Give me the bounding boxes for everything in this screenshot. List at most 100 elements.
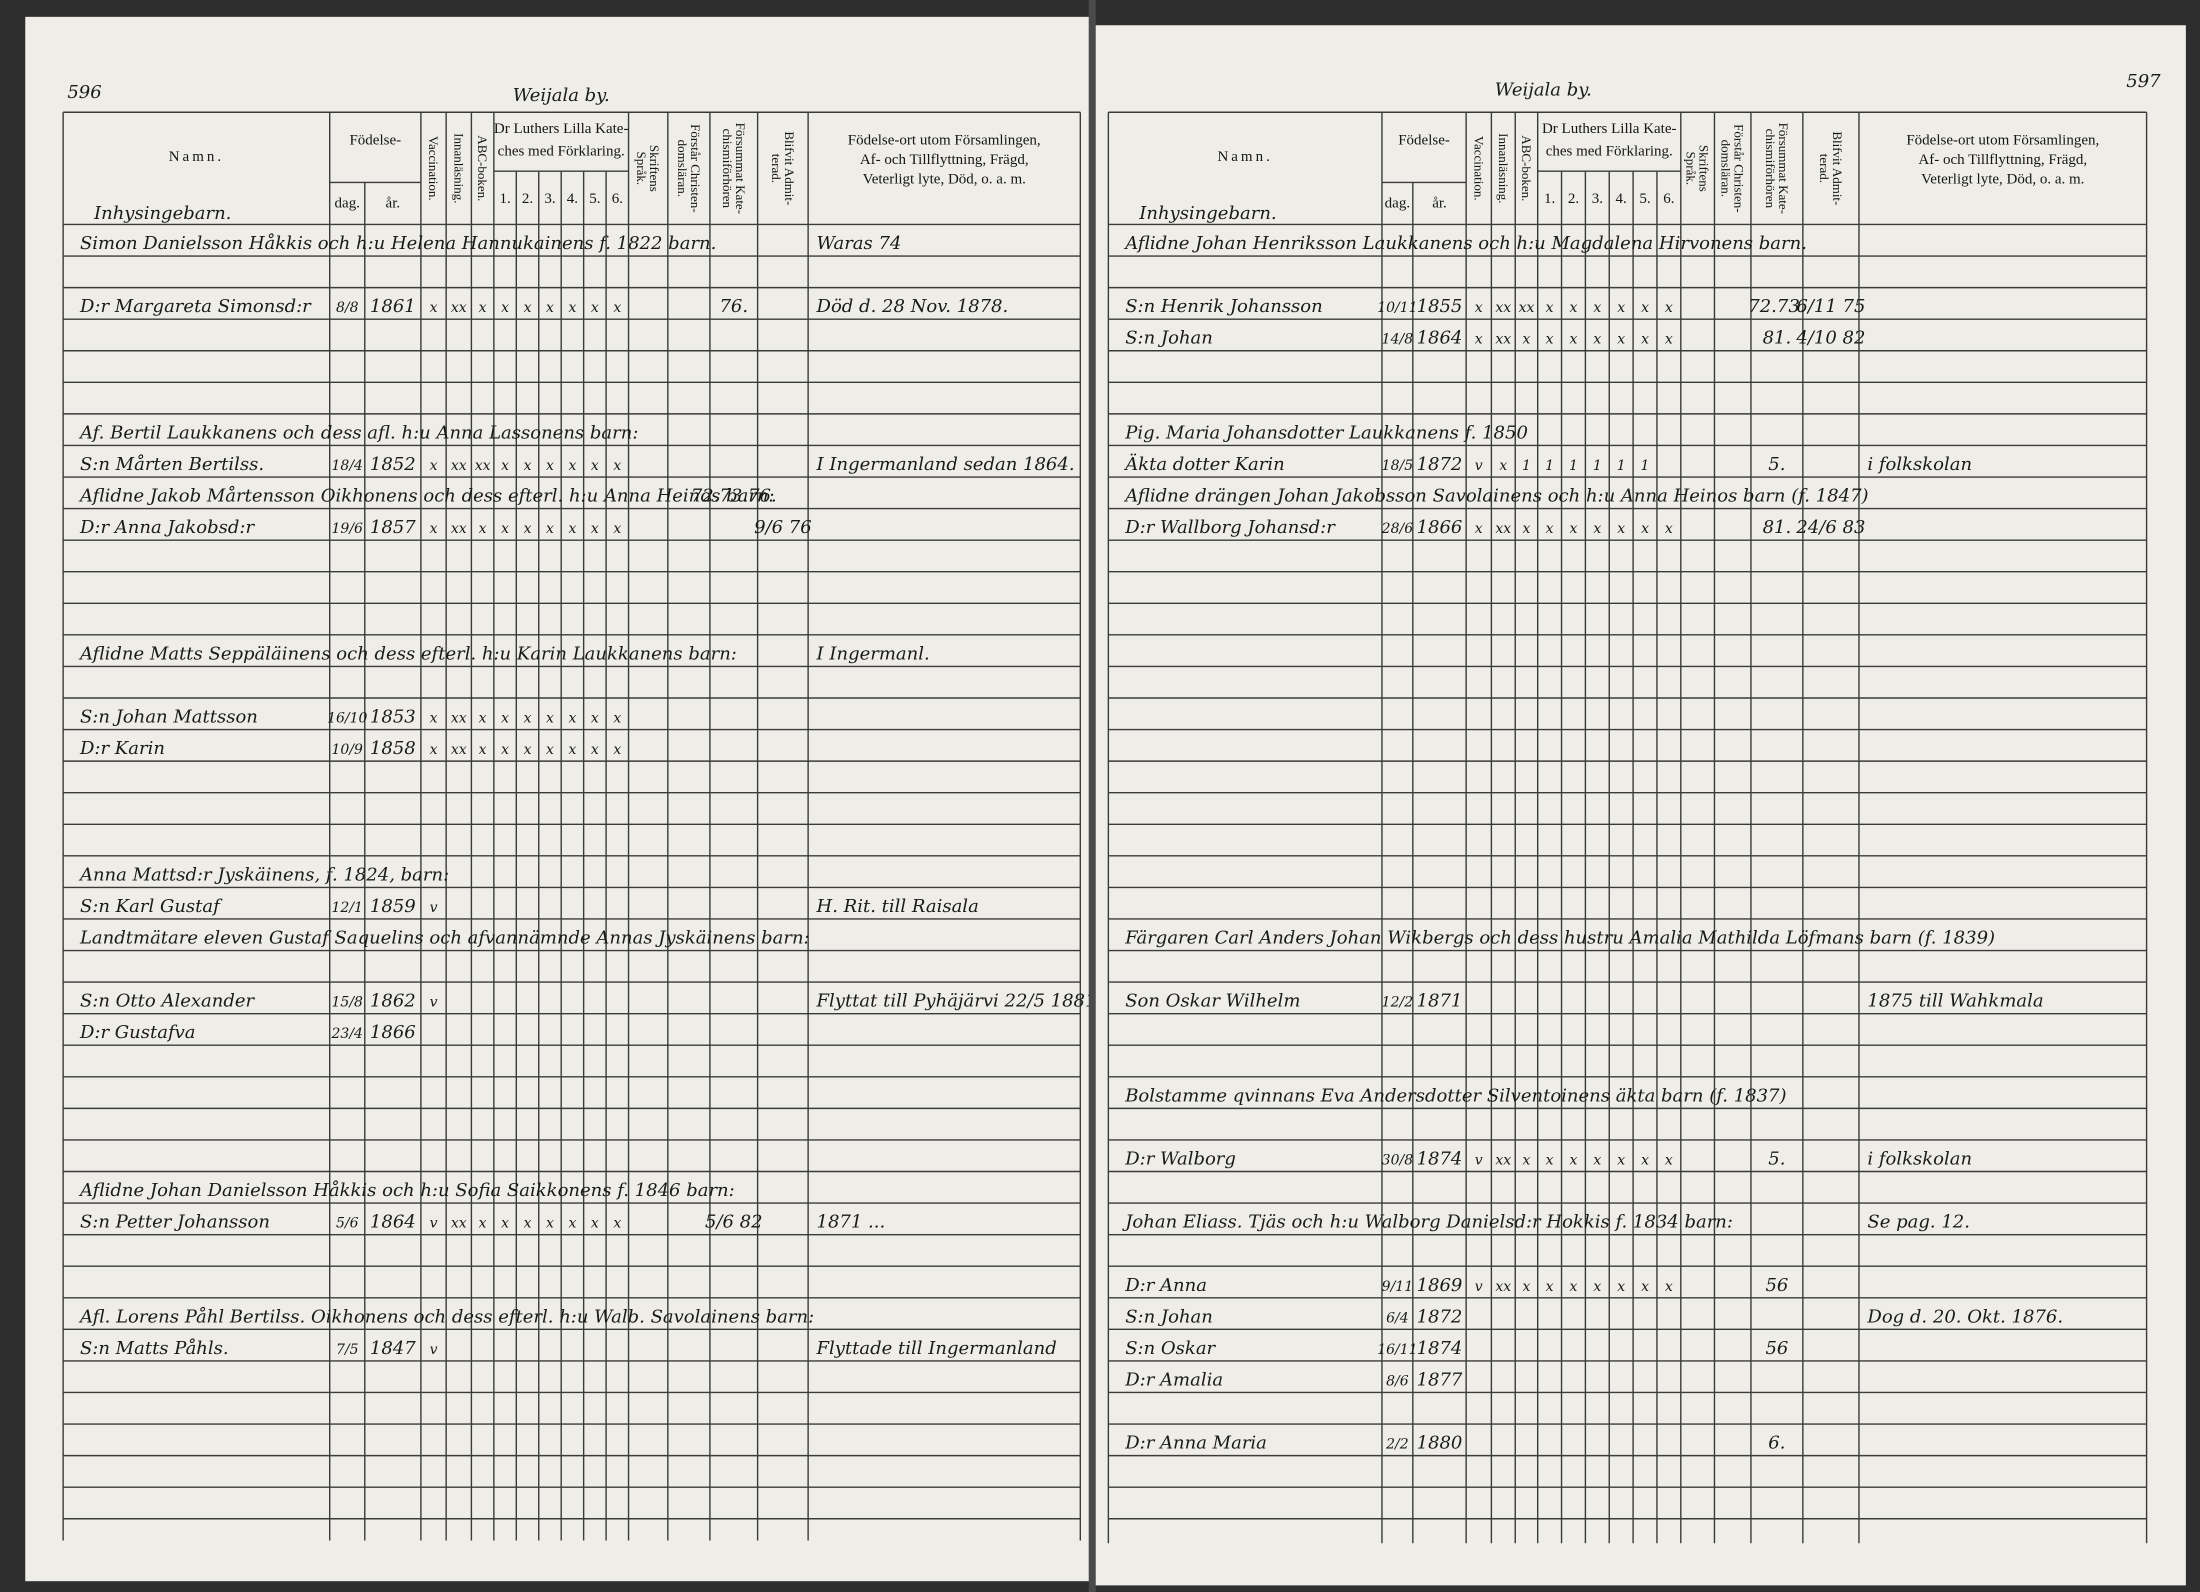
entry-notes: Se pag. 12. — [1867, 1212, 1970, 1233]
page-sheet — [1094, 25, 2186, 1586]
entry-mark: x — [1475, 332, 1483, 348]
header-understands: domsläran. — [675, 140, 690, 197]
header-lesson-number: 5. — [589, 191, 600, 207]
entry-mark: x — [613, 521, 621, 537]
entry-year: 1866 — [1417, 517, 1463, 538]
entry-admitted: 4/10 82 — [1795, 328, 1865, 349]
header-lesson-number: 1. — [499, 191, 510, 207]
entry-notes: I Ingermanl. — [816, 643, 930, 664]
entry-year: 1857 — [370, 517, 416, 538]
header-lesson-number: 6. — [1663, 191, 1674, 207]
entry-mark: x — [430, 711, 438, 727]
entry-mark: x — [1523, 1152, 1531, 1168]
entry-mark: 1 — [1593, 458, 1602, 474]
entry-mark: x — [546, 300, 554, 316]
entry-mark: x — [501, 458, 509, 474]
header-missed: chismiförhören — [720, 129, 735, 209]
entry-mark: x — [1641, 300, 1649, 316]
entry-year: 1853 — [370, 707, 416, 728]
header-vaccination: Vaccination. — [1471, 136, 1486, 201]
entry-missed: 72.73. — [1748, 296, 1805, 317]
entry-name: Johan Eliass. Tjäs och h:u Walborg Danie… — [1121, 1212, 1733, 1233]
header-birthplace: Födelse-ort utom Församlingen, — [1906, 132, 2099, 148]
entry-year: 1866 — [370, 1022, 416, 1043]
header-name: Namn. — [169, 149, 224, 165]
entry-notes: I Ingermanland sedan 1864. — [816, 454, 1075, 475]
entry-day: 7/5 — [336, 1342, 359, 1358]
entry-name: S:n Otto Alexander — [80, 991, 256, 1012]
header-lesson-number: 2. — [522, 191, 533, 207]
entry-notes: Dog d. 20. Okt. 1876. — [1866, 1306, 2063, 1327]
entry-day: 15/8 — [332, 995, 364, 1011]
entry-mark: x — [613, 742, 621, 758]
header-understands: Förstår Christen- — [1732, 124, 1747, 212]
entry-name: Afl. Lorens Påhl Bertilss. Oikhonens och… — [78, 1305, 814, 1327]
entry-mark: x — [1475, 521, 1483, 537]
entry-mark: 1 — [1569, 458, 1578, 474]
entry-name: Pig. Maria Johansdotter Laukkanens f. 18… — [1124, 422, 1528, 443]
entry-notes: i folkskolan — [1867, 454, 1972, 475]
section-label: Inhysingebarn. — [1138, 203, 1276, 224]
entry-mark: v — [1475, 458, 1483, 474]
entry-year: 1874 — [1417, 1338, 1463, 1359]
entry-mark: x — [479, 521, 487, 537]
header-day: dag. — [1385, 195, 1410, 211]
entry-name: D:r Wallborg Johansd:r — [1124, 517, 1336, 538]
entry-year: 1859 — [370, 896, 416, 917]
entry-mark: x — [479, 742, 487, 758]
entry-day: 16/11 — [1377, 1342, 1417, 1358]
entry-day: 19/6 — [332, 521, 364, 537]
entry-day: 9/11 — [1382, 1279, 1413, 1295]
entry-year: 1861 — [370, 296, 416, 317]
entry-day: 16/10 — [327, 711, 367, 727]
entry-mark: x — [613, 458, 621, 474]
entry-day: 30/8 — [1382, 1152, 1414, 1168]
entry-missed: 72.73.76. — [691, 486, 777, 507]
entry-name: Aflidne Johan Danielsson Håkkis och h:u … — [78, 1179, 735, 1201]
entry-day: 8/8 — [336, 300, 359, 316]
page-number: 597 — [2126, 71, 2161, 92]
entry-name: Af. Bertil Laukkanens och dess afl. h:u … — [78, 422, 638, 443]
entry-mark: x — [591, 1216, 599, 1232]
entry-mark: x — [613, 1216, 621, 1232]
header-missed: Försummat Kate- — [1776, 123, 1791, 214]
entry-mark: x — [1617, 1279, 1625, 1295]
header-scripture: Språk. — [1684, 152, 1699, 186]
entry-mark: x — [1593, 1152, 1601, 1168]
header-catechism: ches med Förklaring. — [498, 144, 625, 160]
entry-mark: v — [430, 995, 438, 1011]
entry-day: 28/6 — [1381, 521, 1414, 537]
entry-mark: x — [524, 458, 532, 474]
entry-mark: xx — [451, 458, 467, 474]
entry-day: 18/5 — [1382, 458, 1414, 474]
header-lesson-number: 6. — [612, 191, 623, 207]
entry-year: 1864 — [370, 1212, 416, 1233]
entry-name: S:n Johan — [1125, 328, 1213, 349]
entry-mark: x — [1570, 300, 1578, 316]
entry-mark: x — [430, 521, 438, 537]
entry-mark: x — [568, 1216, 576, 1232]
entry-notes: i folkskolan — [1867, 1148, 1972, 1169]
entry-mark: x — [1641, 332, 1649, 348]
entry-year: 1871 — [1417, 991, 1463, 1012]
entry-name: S:n Karl Gustaf — [80, 896, 223, 917]
entry-mark: x — [430, 300, 438, 316]
entry-mark: v — [1475, 1152, 1483, 1168]
entry-notes: Waras 74 — [817, 233, 902, 254]
header-vaccination: Vaccination. — [426, 136, 441, 201]
header-lesson-number: 4. — [1616, 191, 1627, 207]
entry-name: D:r Karin — [79, 738, 165, 759]
header-understands: Förstår Christen- — [688, 124, 703, 212]
entry-day: 5/6 — [336, 1216, 359, 1232]
entry-mark: x — [1570, 332, 1578, 348]
entry-mark: xx — [475, 458, 491, 474]
entry-notes: Flyttat till Pyhäjärvi 22/5 1881 — [816, 991, 1097, 1012]
section-label: Inhysingebarn. — [93, 203, 231, 224]
entry-mark: x — [613, 300, 621, 316]
entry-day: 12/1 — [332, 900, 363, 916]
entry-mark: x — [501, 300, 509, 316]
entry-mark: x — [1593, 300, 1601, 316]
header-name: Namn. — [1217, 149, 1272, 165]
entry-year: 1869 — [1417, 1275, 1463, 1296]
entry-mark: x — [501, 1216, 509, 1232]
